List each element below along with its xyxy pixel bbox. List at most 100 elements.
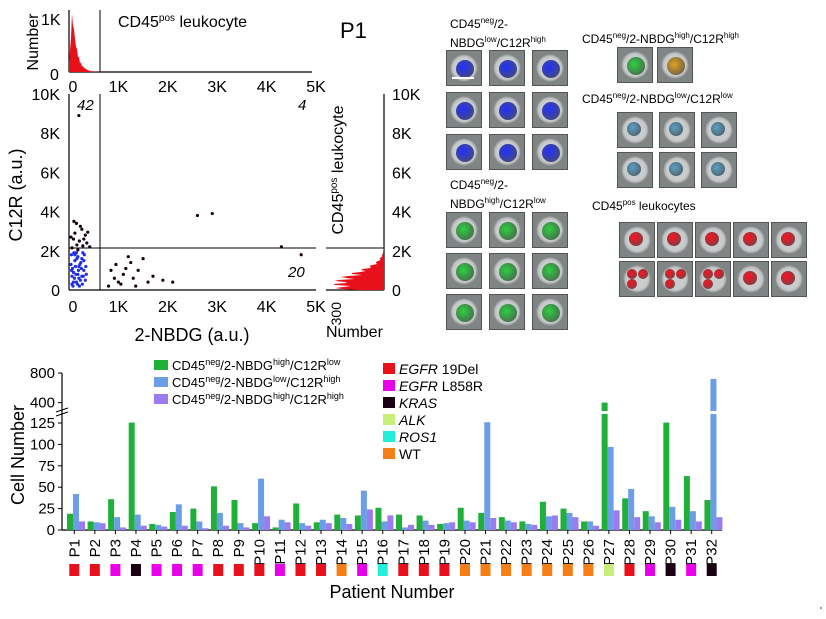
tile-group5-r0c3 <box>733 222 769 258</box>
bar-ytick-upper-label-1: 800 <box>30 365 55 382</box>
bar-P6-s0 <box>169 512 176 530</box>
tile-group2-r0c0-cell-0 <box>456 222 474 240</box>
bar-P17-s0 <box>396 514 402 530</box>
tile-group3-0-cell-0 <box>627 57 645 75</box>
tile-group1-r2c2-cell-0 <box>542 144 560 162</box>
series-legend-swatch-2 <box>154 394 168 404</box>
mutation-legend-swatch-1 <box>383 380 395 391</box>
scatter-ytick-4: 8K <box>40 126 60 143</box>
top-hist-xticks: 0 1K 2K 3K 4K 5K <box>69 79 327 96</box>
top-histogram: 1K 0 Number 0 1K 2K 3K 4K 5K CD45pos leukocyt… <box>25 10 326 96</box>
scatter-point-s0-38 <box>114 262 118 267</box>
mutation-square-P24 <box>542 564 553 576</box>
scatter-point-s1-3 <box>71 270 76 274</box>
side-hist-ytick-4: 8K <box>392 126 412 143</box>
tile-group5-r1c1-cell-0 <box>665 269 675 279</box>
bar-xtick-label-P14: P14 <box>334 539 351 566</box>
bar-P5-s2 <box>161 526 168 530</box>
scatter-point-s1-21 <box>75 257 79 261</box>
scatter-yticks: 0 2K 4K 6K 8K 10K <box>32 87 61 300</box>
scatter-point-s0-16 <box>82 237 86 241</box>
scatter-point-s0-11 <box>70 246 74 250</box>
bar-P31-s2 <box>695 521 702 530</box>
bar-P1-s1 <box>73 494 79 530</box>
bar-P30-s1 <box>669 506 676 530</box>
bar-P13-s0 <box>313 522 320 530</box>
bar-P12-s0 <box>293 503 300 530</box>
mutation-square-P6 <box>172 564 183 576</box>
scatter-point-s1-32 <box>78 262 82 267</box>
img-group4-title-sup2: low <box>674 91 687 100</box>
mutation-square-P13 <box>316 564 327 576</box>
scatter-ylabel: C12R (a.u.) <box>6 148 26 241</box>
scatter-xtick-5: 5K <box>306 299 326 316</box>
scatter-point-s0-7 <box>85 241 89 245</box>
img-group5-title-a: CD45 <box>592 199 623 213</box>
scatter-point-s0-6 <box>77 239 81 243</box>
axis-break-line-1 <box>55 407 69 413</box>
scatter-point-s1-13 <box>77 284 81 288</box>
scatter-point-s0-4 <box>83 233 87 237</box>
bar-P13-s1 <box>319 519 326 530</box>
mutation-legend-1-gene: EGFR <box>399 378 438 394</box>
top-hist-xtick-0: 0 <box>69 79 78 96</box>
mutation-square-P31 <box>686 564 697 576</box>
series-legend-0-part-3: high <box>273 357 290 367</box>
bar-P14-s2 <box>346 524 353 530</box>
scatter-point-s0-14 <box>86 230 90 234</box>
mutation-legend-2-gene: KRAS <box>399 395 438 411</box>
scatter-ytick-1: 2K <box>40 244 60 261</box>
bar-ytick-label-0: 0 <box>47 522 55 539</box>
scatter-point-s0-36 <box>106 284 111 288</box>
bar-P25-s2 <box>572 517 579 530</box>
bar-xtick-label-P22: P22 <box>498 539 515 566</box>
tile-group2-r2c2-cell-0 <box>542 304 560 322</box>
tile-group2-r1c1 <box>489 253 525 289</box>
tile-group4-r0c1 <box>659 112 695 148</box>
img-group5-title: CD45pos leukocytes <box>592 195 696 214</box>
series-legend-0-part-0: CD45 <box>172 358 205 373</box>
bar-P26-s2 <box>593 525 600 530</box>
scatter-point-s1-36 <box>74 251 79 255</box>
bar-P9-s1 <box>237 523 244 530</box>
scatter-point-s1-34 <box>71 280 76 284</box>
scatter-point-s0-12 <box>78 224 82 228</box>
tile-group4-r1c0-cell-0 <box>627 162 641 176</box>
bar-P1-s2 <box>79 521 85 530</box>
bar-P26-s0 <box>581 521 588 530</box>
side-hist-xtick: 300 <box>328 302 344 326</box>
tile-group5-r1c1-cell-2 <box>665 279 675 289</box>
bar-P15-s2 <box>366 509 373 530</box>
img-group3-title-a: CD45 <box>582 32 613 46</box>
scatter-ytick-3: 6K <box>40 165 60 182</box>
bar-xtick-label-P26: P26 <box>580 539 597 566</box>
scatter-xtick-3: 3K <box>207 299 227 316</box>
top-hist-xtick-4: 4K <box>257 79 277 96</box>
tile-group1-r0c2-cell-0 <box>542 60 560 78</box>
scatter-point-s1-25 <box>73 264 78 269</box>
bar-P17-s2 <box>408 524 414 530</box>
bar-xlabel: Patient Number <box>329 582 454 602</box>
top-hist-title-sup: pos <box>159 13 175 24</box>
tile-group1-r2c1-cell-0 <box>499 144 517 162</box>
tile-group1-r1c2 <box>532 92 568 128</box>
bar-P21-s1 <box>484 422 491 530</box>
top-hist-ytick-1k: 1K <box>41 12 61 29</box>
scatter-point-s0-18 <box>195 213 200 218</box>
scatter-ytick-5: 10K <box>32 87 61 104</box>
tile-group1-r0c1 <box>489 50 525 86</box>
bar-ytick-label-1: 25 <box>38 501 55 518</box>
axis-break-line-2 <box>55 411 69 417</box>
mutation-legend-swatch-0 <box>383 363 395 374</box>
side-hist-xlabel: Number <box>326 324 384 341</box>
tile-group2-r1c0-cell-0 <box>456 263 474 281</box>
bar-P29-s0 <box>642 511 649 530</box>
bar-P26-s1 <box>587 521 594 530</box>
img-group3-title-sup3: high <box>723 31 739 40</box>
bar-P27-s1 <box>607 446 614 530</box>
mutation-square-P7 <box>192 564 203 576</box>
mutation-square-P16 <box>377 564 388 576</box>
series-legend-1-part-3: low <box>273 374 287 384</box>
